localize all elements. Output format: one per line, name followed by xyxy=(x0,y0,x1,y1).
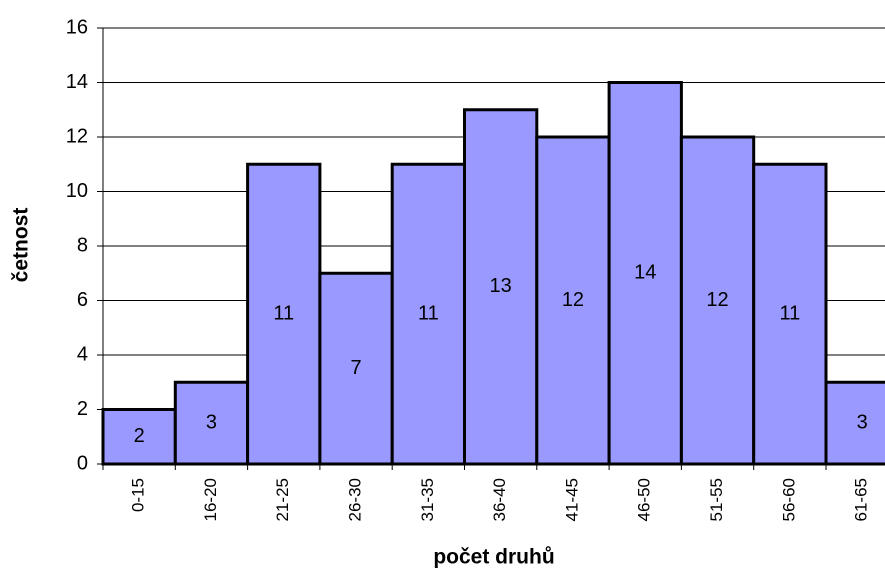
x-tick-label: 31-35 xyxy=(418,478,437,521)
x-tick-label: 56-60 xyxy=(779,478,798,521)
y-tick-label: 4 xyxy=(77,343,88,365)
x-tick-label: 21-25 xyxy=(273,478,292,521)
data-label: 11 xyxy=(418,302,439,324)
data-label: 14 xyxy=(634,262,656,284)
bar xyxy=(173,380,250,466)
data-label: 7 xyxy=(350,357,361,379)
x-tick-label: 51-55 xyxy=(707,478,726,521)
data-label: 3 xyxy=(857,411,868,433)
bar xyxy=(463,108,539,466)
bar xyxy=(390,162,467,466)
x-axis-title: počet druhů xyxy=(433,546,554,569)
data-label: 3 xyxy=(206,411,217,433)
y-tick-label: 8 xyxy=(77,234,88,256)
bar xyxy=(318,271,394,466)
y-tick-label: 16 xyxy=(66,16,88,38)
x-tick-label: 61-65 xyxy=(852,478,871,521)
y-tick-label: 12 xyxy=(66,125,88,147)
y-axis-title: četnost xyxy=(10,208,33,283)
y-tick-label: 2 xyxy=(77,398,88,420)
x-tick-label: 36-40 xyxy=(490,478,509,521)
y-tick-label: 6 xyxy=(77,289,88,311)
data-label: 11 xyxy=(779,302,800,324)
y-tick-label: 0 xyxy=(77,452,88,474)
x-tick-label: 26-30 xyxy=(346,478,365,521)
x-tick-label: 16-20 xyxy=(201,478,220,521)
bar xyxy=(246,162,322,466)
data-label: 12 xyxy=(562,289,584,311)
x-tick-label: 41-45 xyxy=(562,478,581,521)
data-label: 12 xyxy=(706,289,728,311)
y-tick-label: 14 xyxy=(66,71,88,93)
data-label: 11 xyxy=(273,302,294,324)
data-label: 13 xyxy=(490,275,512,297)
x-tick-label: 0-15 xyxy=(129,478,148,512)
x-tick-label: 46-50 xyxy=(635,478,654,521)
y-tick-label: 10 xyxy=(66,180,88,202)
data-label: 2 xyxy=(134,425,145,447)
bar xyxy=(824,380,885,466)
